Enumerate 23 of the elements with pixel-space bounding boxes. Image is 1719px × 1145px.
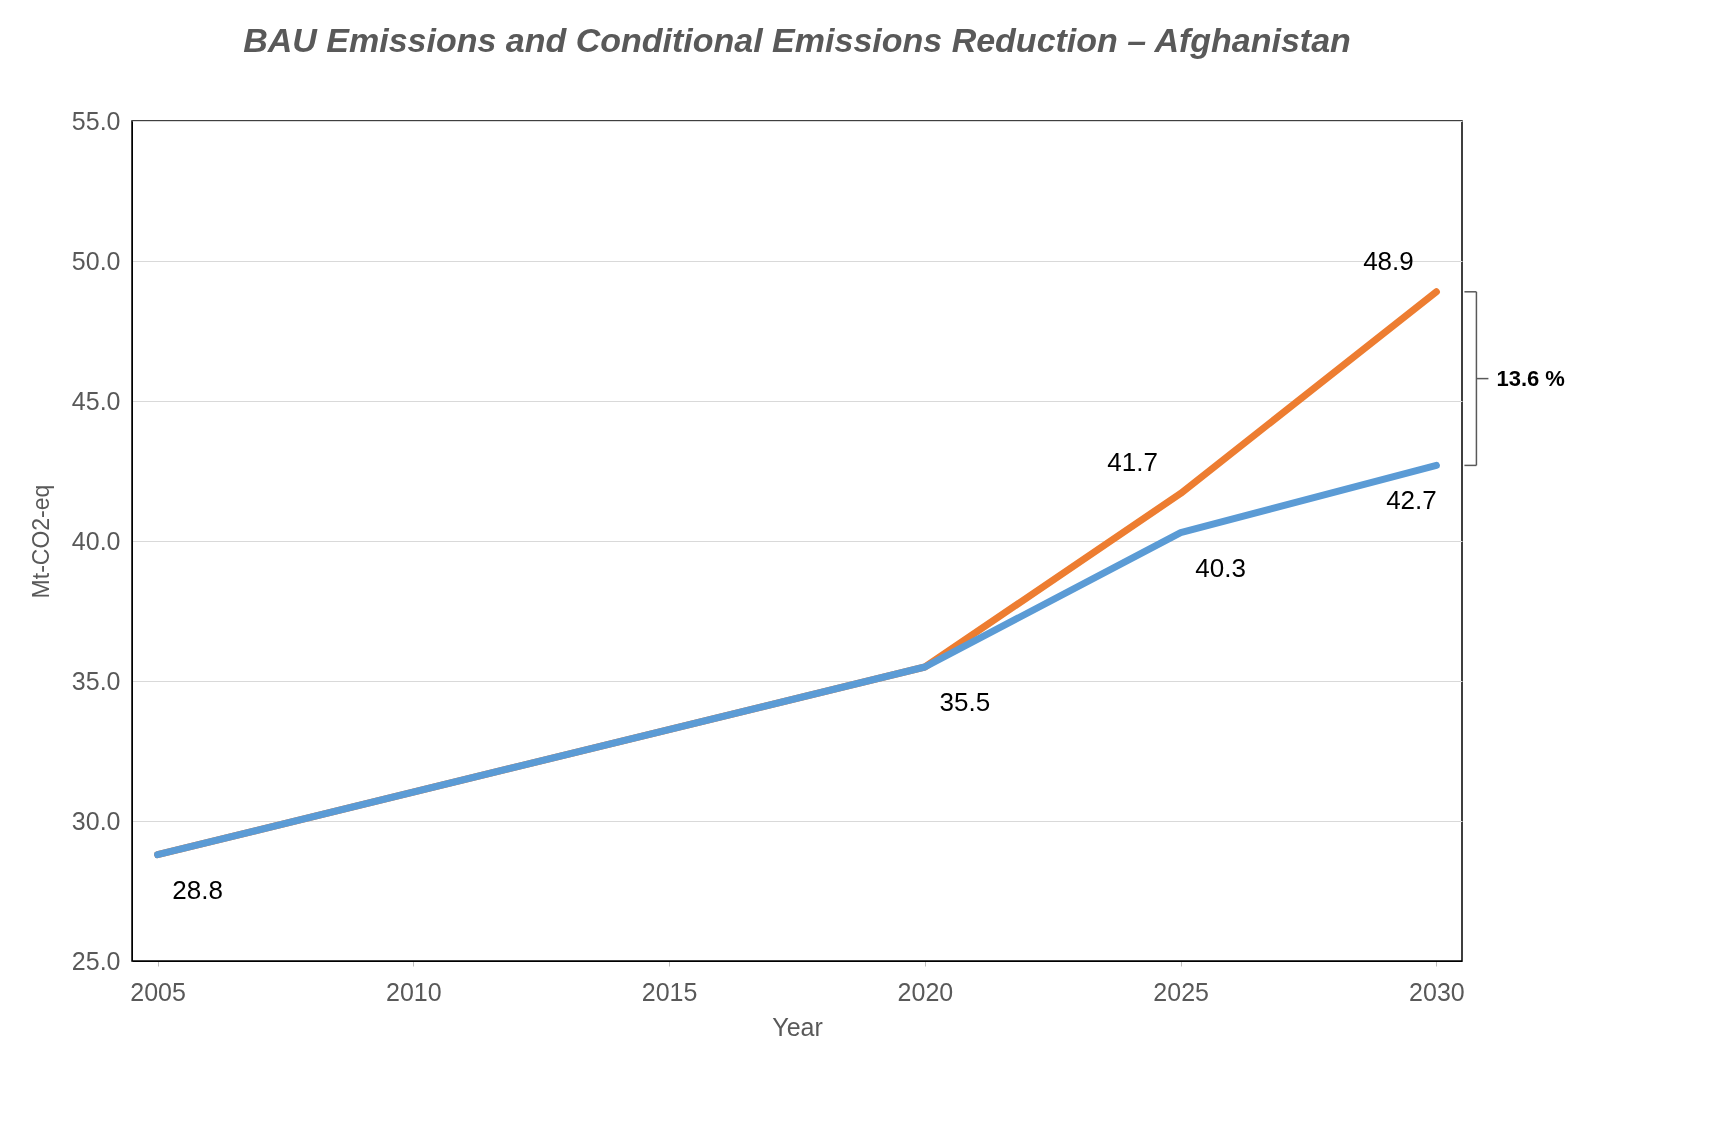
- data-label: 28.8: [172, 874, 223, 905]
- y-tick-label: 45.0: [71, 386, 121, 415]
- x-tick-label: 2025: [1153, 977, 1209, 1006]
- y-tick-label: 55.0: [71, 106, 121, 135]
- data-label: 40.3: [1195, 552, 1246, 583]
- y-tick-label: 40.0: [71, 526, 121, 555]
- data-label: 41.7: [1107, 447, 1158, 478]
- y-tick-label: 50.0: [71, 246, 121, 275]
- data-label: 35.5: [939, 687, 991, 717]
- data-label: 48.9: [1363, 245, 1414, 276]
- x-tick-label: 2005: [130, 977, 186, 1006]
- y-tick-label: 35.0: [71, 666, 121, 695]
- text: 13.6 %: [1496, 365, 1565, 391]
- y-tick-label: 25.0: [71, 946, 121, 975]
- x-tick-label: 2010: [386, 977, 442, 1006]
- chart-title: BAU Emissions and Conditional Emissions Reduction – Afghanistan: [243, 21, 1351, 59]
- data-label: 42.7: [1386, 485, 1437, 516]
- y-axis-title: Mt-CO2-eq: [27, 484, 54, 599]
- y-tick-label: 30.0: [71, 806, 121, 835]
- x-tick-label: 2030: [1409, 977, 1465, 1006]
- x-tick-label: 2020: [897, 977, 954, 1006]
- x-axis-title: Year: [772, 1012, 823, 1041]
- x-tick-label: 2015: [641, 977, 698, 1006]
